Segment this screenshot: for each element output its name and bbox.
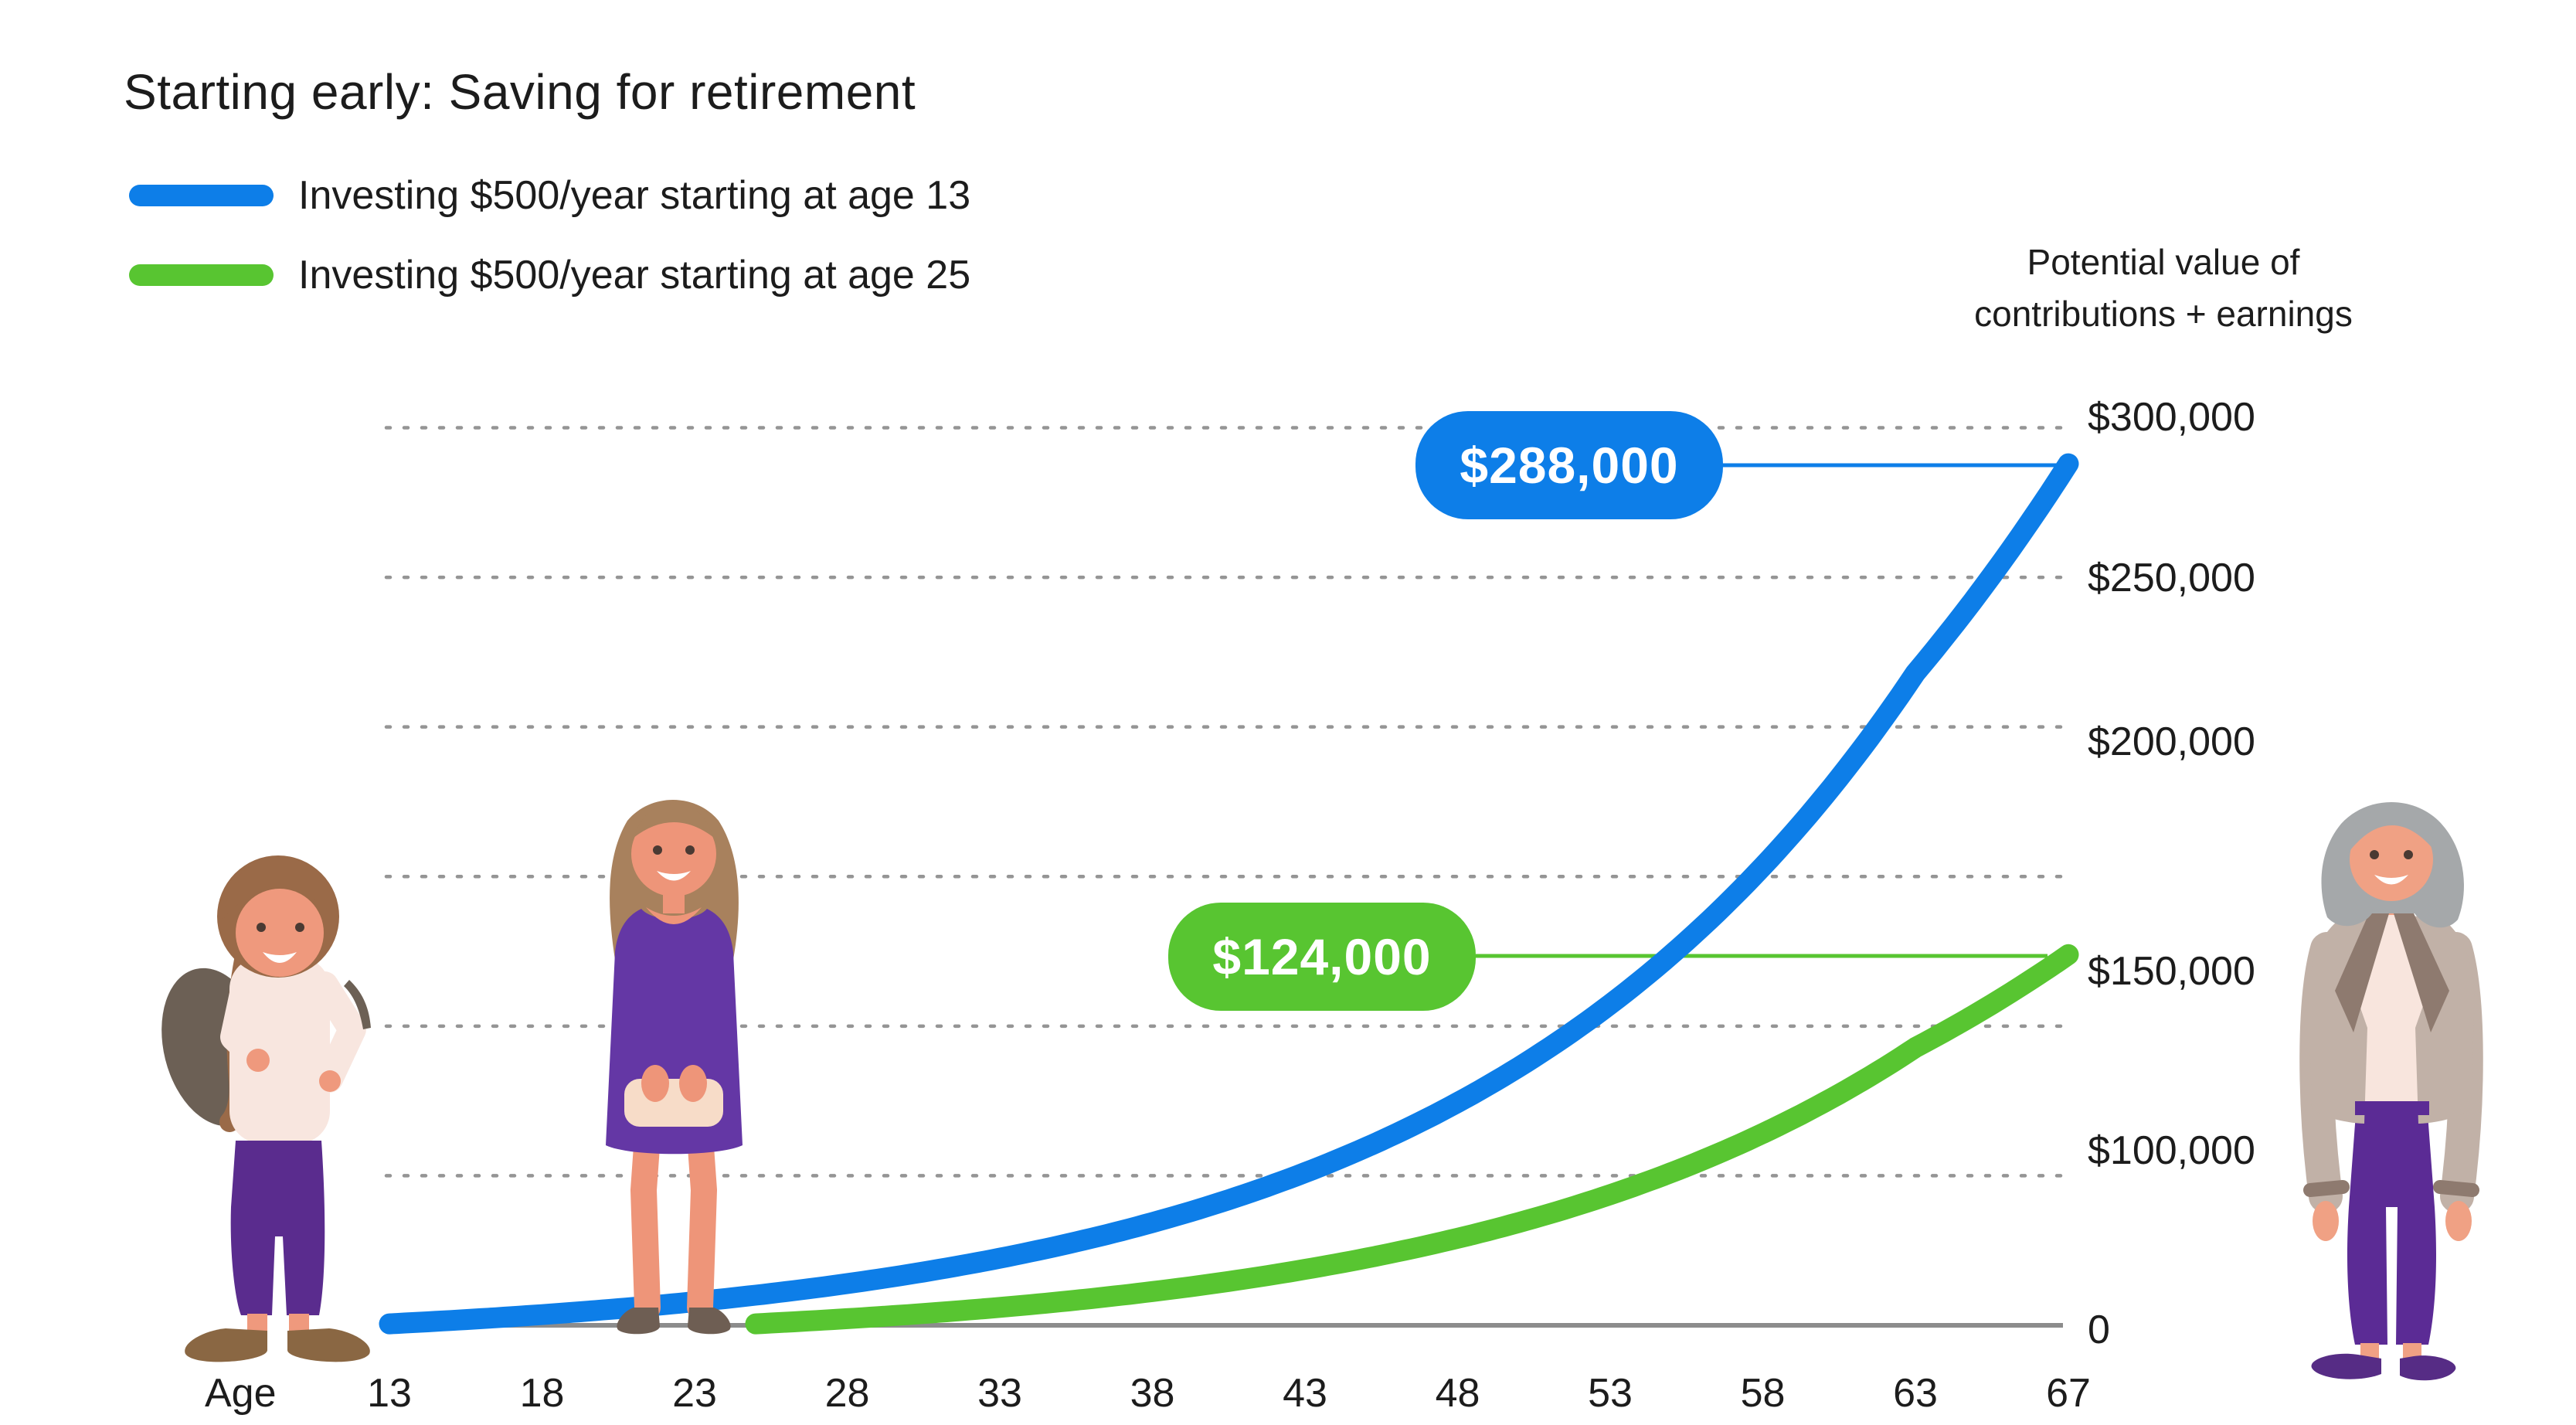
x-tick-label-43: 43 <box>1283 1371 1327 1416</box>
x-tick-label-48: 48 <box>1435 1371 1480 1416</box>
y-tick-label-150000: $150,000 <box>2088 949 2255 994</box>
legend-label: Investing $500/year starting at age 25 <box>298 253 971 298</box>
x-tick-label-67: 67 <box>2046 1371 2091 1416</box>
x-axis-title: Age <box>205 1371 277 1416</box>
value-axis-header-line2: contributions + earnings <box>1974 294 2353 334</box>
young-girl-age-13-illustration <box>161 855 371 1362</box>
x-tick-label-33: 33 <box>977 1371 1022 1416</box>
woman-age-25-illustration <box>606 800 743 1335</box>
y-tick-label-200000: $200,000 <box>2088 719 2255 764</box>
x-tick-label-28: 28 <box>824 1371 870 1416</box>
y-tick-label-250000: $250,000 <box>2088 556 2255 600</box>
x-tick-label-63: 63 <box>1893 1371 1938 1416</box>
x-tick-label-13: 13 <box>367 1371 412 1416</box>
x-tick-label-18: 18 <box>519 1371 565 1416</box>
y-tick-label-100000: $100,000 <box>2088 1128 2255 1173</box>
y-tick-label-300000: $300,000 <box>2088 395 2255 440</box>
older-woman-age-67-illustration <box>2299 802 2483 1381</box>
callout-value-age-25: $124,000 <box>1168 903 1476 1011</box>
legend-item-age-25: Investing $500/year starting at age 25 <box>129 253 971 298</box>
value-axis-header-line1: Potential value of <box>2027 242 2300 282</box>
x-tick-label-53: 53 <box>1588 1371 1633 1416</box>
x-tick-label-38: 38 <box>1130 1371 1175 1416</box>
legend-label: Investing $500/year starting at age 13 <box>298 173 971 218</box>
legend-swatch-green <box>129 264 274 286</box>
callout-value-age-13: $288,000 <box>1415 411 1723 519</box>
y-tick-label-0: 0 <box>2088 1308 2110 1352</box>
horizontal-dotted-gridlines <box>384 426 2077 1178</box>
legend-swatch-blue <box>129 185 274 206</box>
x-tick-label-58: 58 <box>1740 1371 1786 1416</box>
x-tick-label-23: 23 <box>672 1371 717 1416</box>
chart-title: Starting early: Saving for retirement <box>124 64 916 120</box>
growth-curve-start-age-13 <box>379 453 2079 1335</box>
value-axis-header: Potential value of contributions + earni… <box>1947 236 2380 340</box>
growth-curve-start-age-25 <box>745 944 2079 1335</box>
legend-item-age-13: Investing $500/year starting at age 13 <box>129 173 971 218</box>
